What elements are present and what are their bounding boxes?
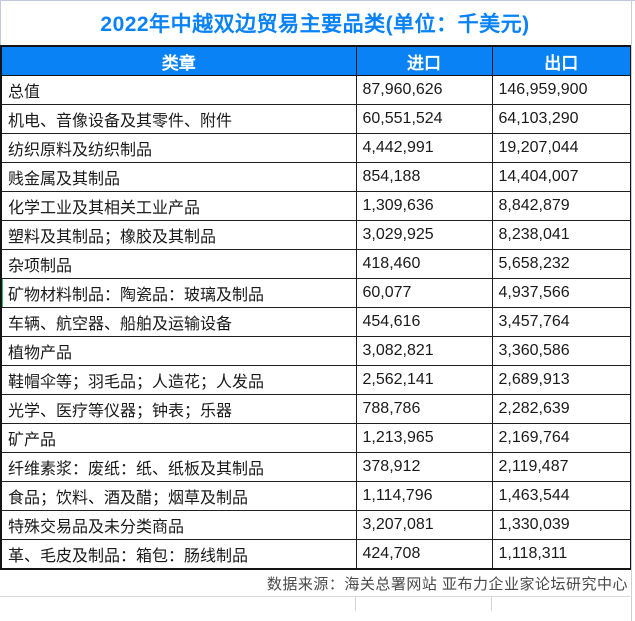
export-cell: 8,238,041 [491, 220, 632, 250]
table-row: 化学工业及其相关工业产品 1,309,636 8,842,879 [0, 191, 632, 221]
export-cell: 3,457,764 [491, 307, 632, 337]
category-cell: 植物产品 [0, 336, 357, 366]
import-cell: 424,708 [355, 539, 493, 570]
category-cell: 纤维素浆：废纸：纸、纸板及其制品 [0, 452, 357, 482]
data-source-text: 数据来源：海关总署网站 亚布力企业家论坛研究中心 [266, 575, 628, 593]
category-cell: 矿物材料制品：陶瓷品：玻璃及制品 [0, 278, 357, 308]
import-cell: 788,786 [355, 394, 493, 424]
export-cell: 19,207,044 [491, 133, 632, 163]
data-source-row: 数据来源：海关总署网站 亚布力企业家论坛研究中心 [0, 570, 630, 597]
table-row: 植物产品 3,082,821 3,360,586 [0, 336, 632, 366]
category-cell: 贱金属及其制品 [0, 162, 357, 192]
import-cell: 454,616 [355, 307, 493, 337]
export-cell: 4,937,566 [491, 278, 632, 308]
import-cell: 4,442,991 [355, 133, 493, 163]
export-cell: 64,103,290 [491, 104, 632, 134]
import-cell: 3,207,081 [355, 510, 493, 540]
category-cell: 总值 [0, 75, 357, 105]
table-row: 总值 87,960,626 146,959,900 [0, 75, 632, 105]
import-cell: 1,213,965 [355, 423, 493, 453]
category-cell: 鞋帽伞等；羽毛品；人造花；人发品 [0, 365, 357, 395]
sheet-gridline-col2 [491, 597, 492, 611]
table-row: 食品；饮料、酒及醋；烟草及制品 1,114,796 1,463,544 [0, 481, 632, 511]
category-cell: 矿产品 [0, 423, 357, 453]
trade-data-table: 类章 进口 出口 总值 87,960,626 146,959,900 机电、音像… [0, 45, 632, 570]
export-cell: 8,842,879 [491, 191, 632, 221]
table-row: 塑料及其制品；橡胶及其制品 3,029,925 8,238,041 [0, 220, 632, 250]
title-block: 2022年中越双边贸易主要品类(单位：千美元) [0, 0, 630, 45]
column-header-import: 进口 [355, 45, 493, 76]
category-cell: 杂项制品 [0, 249, 357, 279]
import-cell: 60,077 [355, 278, 493, 308]
category-cell: 化学工业及其相关工业产品 [0, 191, 357, 221]
import-cell: 854,188 [355, 162, 493, 192]
table-row: 矿物材料制品：陶瓷品：玻璃及制品 60,077 4,937,566 [0, 278, 632, 308]
import-cell: 87,960,626 [355, 75, 493, 105]
header-row: 类章 进口 出口 [0, 45, 632, 76]
export-cell: 2,169,764 [491, 423, 632, 453]
export-cell: 1,118,311 [491, 539, 632, 570]
category-label: 矿物材料制品：陶瓷品：玻璃及制品 [8, 287, 265, 304]
sheet-gridline-right [631, 0, 632, 621]
table-row: 鞋帽伞等；羽毛品；人造花；人发品 2,562,141 2,689,913 [0, 365, 632, 395]
category-cell: 特殊交易品及未分类商品 [0, 510, 357, 540]
table-row: 贱金属及其制品 854,188 14,404,007 [0, 162, 632, 192]
row-select-marker [2, 279, 3, 307]
sheet-gridline-col1 [355, 597, 356, 611]
table-row: 机电、音像设备及其零件、附件 60,551,524 64,103,290 [0, 104, 632, 134]
table-row: 矿产品 1,213,965 2,169,764 [0, 423, 632, 453]
table-row: 纺织原料及纺织制品 4,442,991 19,207,044 [0, 133, 632, 163]
category-cell: 纺织原料及纺织制品 [0, 133, 357, 163]
export-cell: 1,463,544 [491, 481, 632, 511]
import-cell: 60,551,524 [355, 104, 493, 134]
import-cell: 2,562,141 [355, 365, 493, 395]
category-cell: 车辆、航空器、船舶及运输设备 [0, 307, 357, 337]
export-cell: 1,330,039 [491, 510, 632, 540]
export-cell: 5,658,232 [491, 249, 632, 279]
column-header-category: 类章 [0, 45, 357, 76]
table-row: 光学、医疗等仪器；钟表；乐器 788,786 2,282,639 [0, 394, 632, 424]
column-header-export: 出口 [491, 45, 632, 76]
table-row: 车辆、航空器、船舶及运输设备 454,616 3,457,764 [0, 307, 632, 337]
category-cell: 食品；饮料、酒及醋；烟草及制品 [0, 481, 357, 511]
export-cell: 2,282,639 [491, 394, 632, 424]
category-cell: 革、毛皮及制品：箱包：肠线制品 [0, 539, 357, 570]
import-cell: 3,029,925 [355, 220, 493, 250]
import-cell: 1,114,796 [355, 481, 493, 511]
sheet-gridline-left [0, 0, 1, 45]
import-cell: 1,309,636 [355, 191, 493, 221]
partial-next-grid-row [0, 597, 630, 611]
import-cell: 3,082,821 [355, 336, 493, 366]
table-row: 杂项制品 418,460 5,658,232 [0, 249, 632, 279]
export-cell: 3,360,586 [491, 336, 632, 366]
sheet-gridline-top [0, 0, 635, 1]
table-row: 特殊交易品及未分类商品 3,207,081 1,330,039 [0, 510, 632, 540]
import-cell: 418,460 [355, 249, 493, 279]
export-cell: 2,689,913 [491, 365, 632, 395]
category-cell: 机电、音像设备及其零件、附件 [0, 104, 357, 134]
export-cell: 2,119,487 [491, 452, 632, 482]
category-cell: 塑料及其制品；橡胶及其制品 [0, 220, 357, 250]
table-row: 革、毛皮及制品：箱包：肠线制品 424,708 1,118,311 [0, 539, 632, 570]
export-cell: 146,959,900 [491, 75, 632, 105]
category-cell: 光学、医疗等仪器；钟表；乐器 [0, 394, 357, 424]
export-cell: 14,404,007 [491, 162, 632, 192]
import-cell: 378,912 [355, 452, 493, 482]
page-title: 2022年中越双边贸易主要品类(单位：千美元) [100, 12, 530, 36]
table-row: 纤维素浆：废纸：纸、纸板及其制品 378,912 2,119,487 [0, 452, 632, 482]
